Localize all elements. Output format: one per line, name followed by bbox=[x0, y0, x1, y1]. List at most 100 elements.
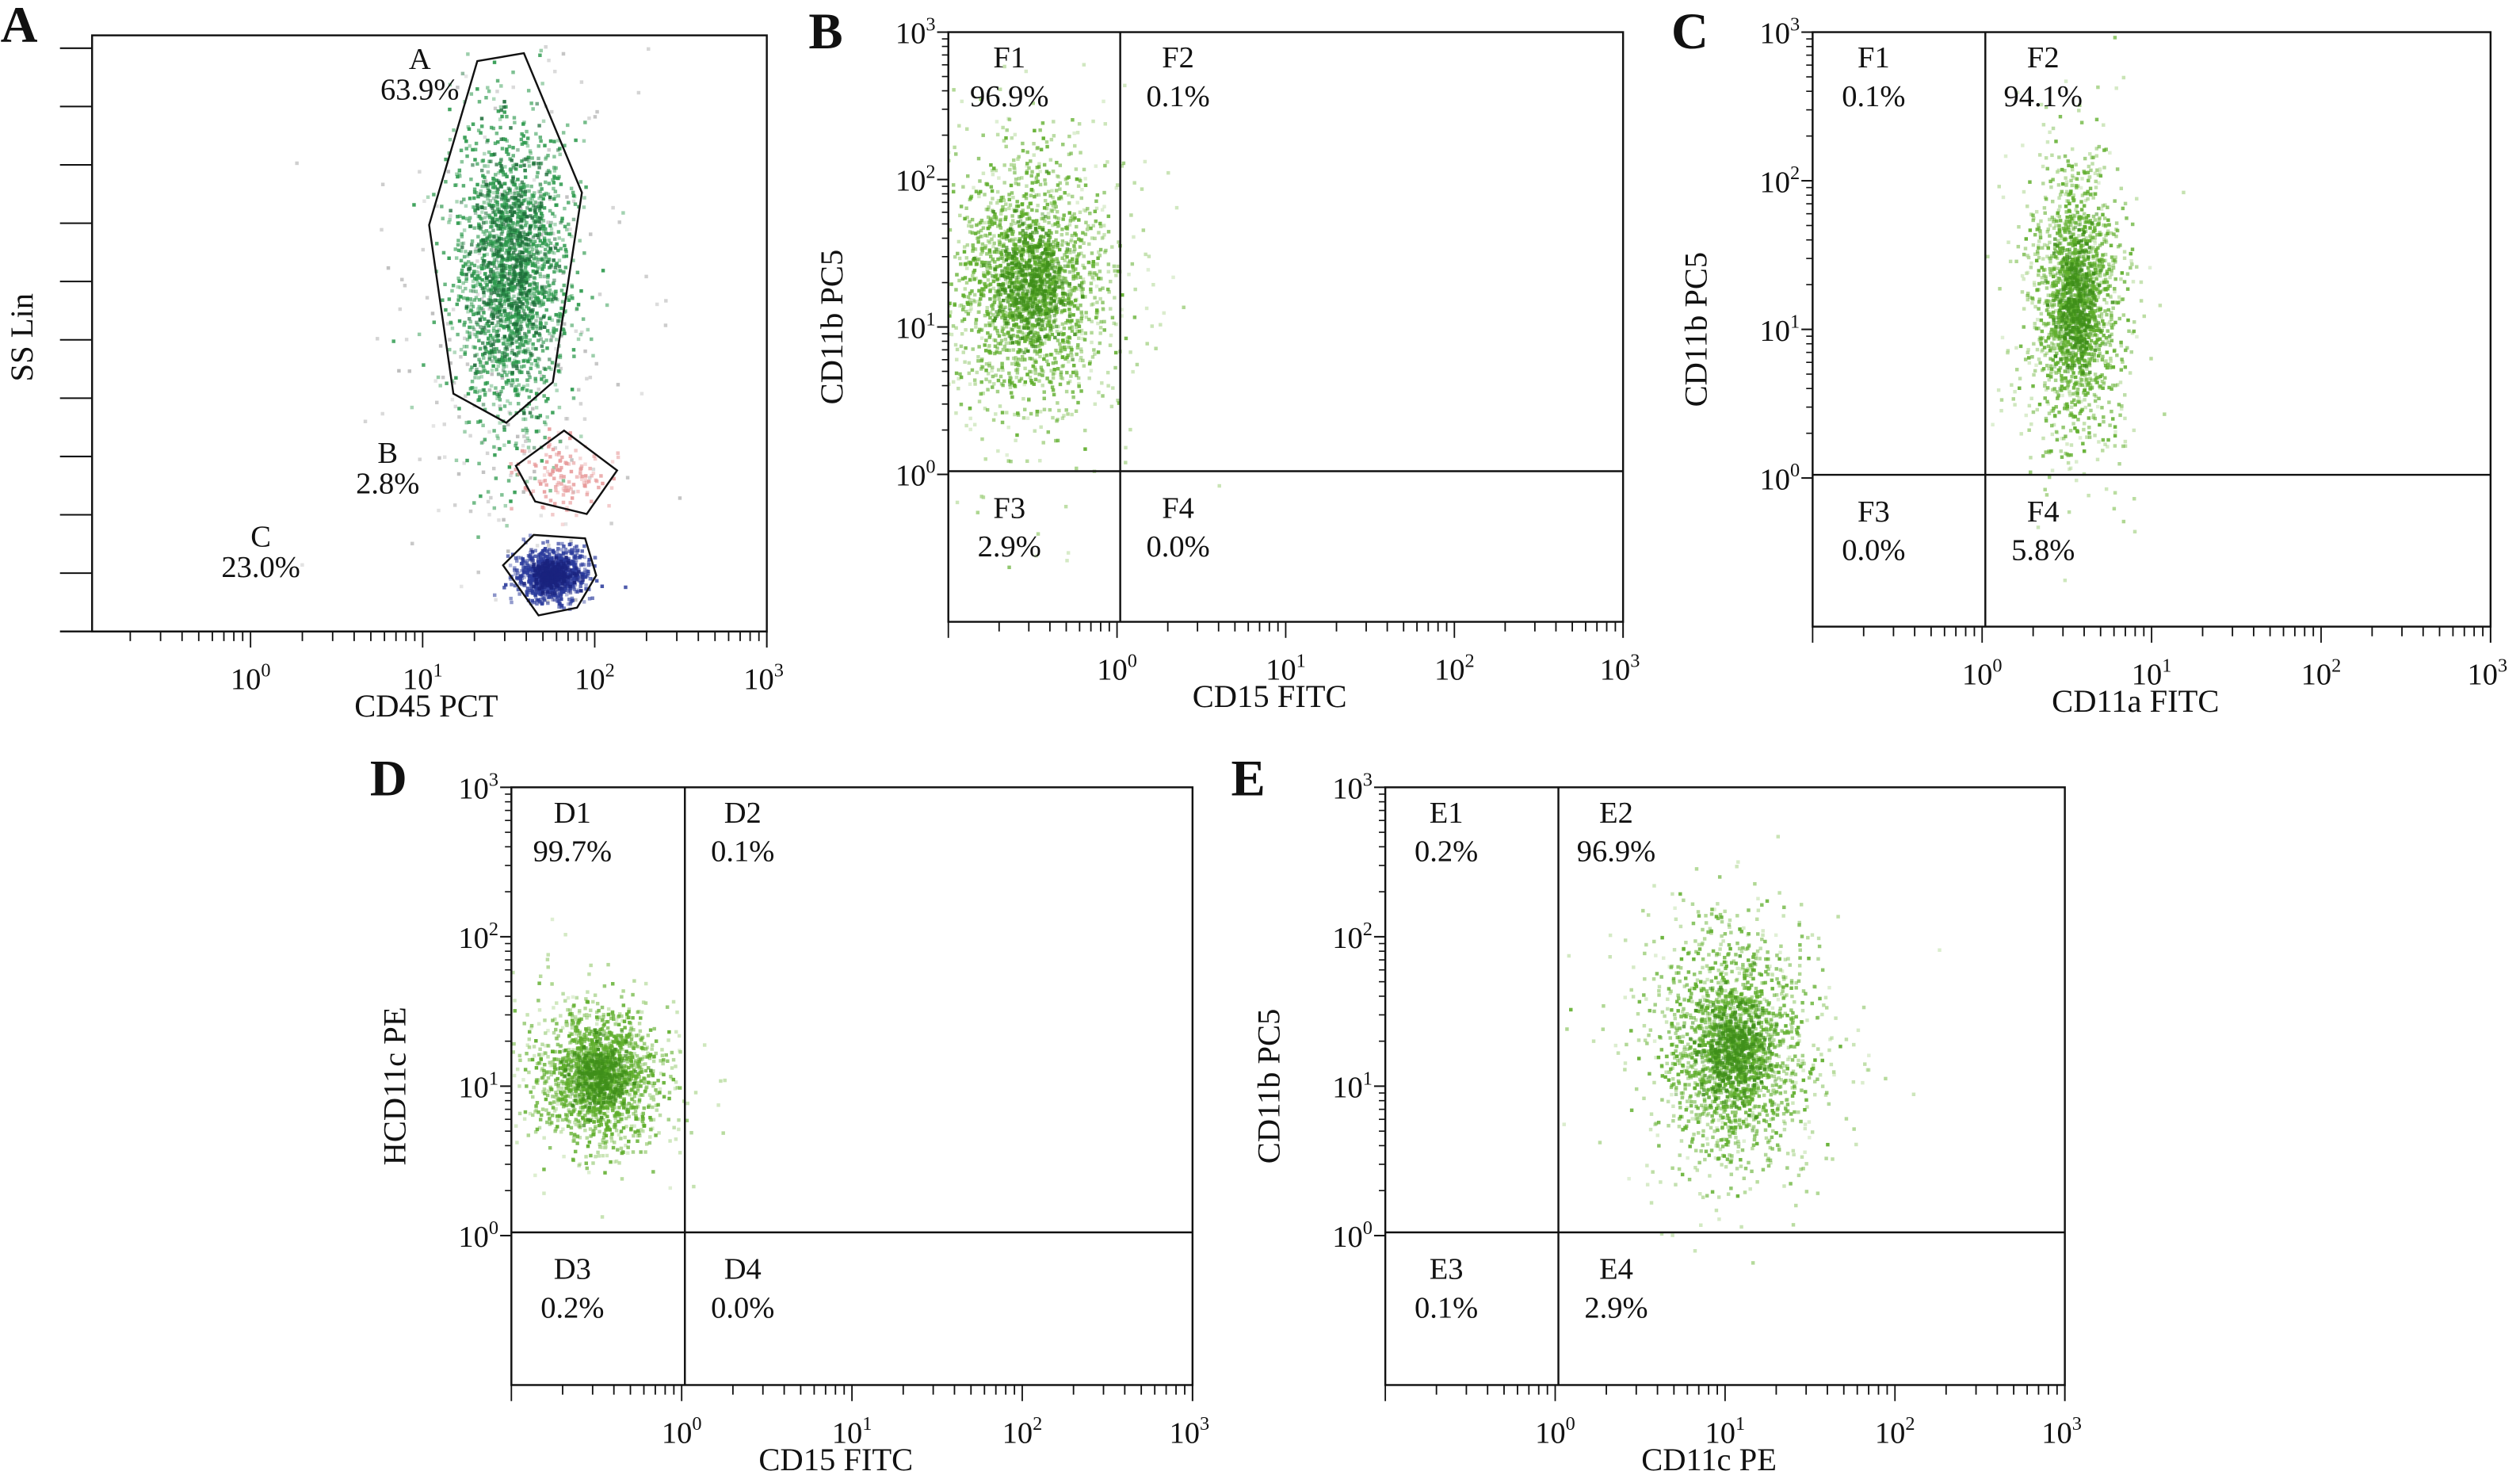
event-point bbox=[994, 412, 998, 416]
event-point bbox=[498, 105, 503, 109]
event-point bbox=[567, 602, 571, 606]
event-point bbox=[549, 556, 554, 560]
event-point bbox=[499, 197, 504, 201]
event-point bbox=[1065, 559, 1069, 563]
event-point bbox=[525, 281, 529, 285]
event-point bbox=[983, 407, 987, 411]
event-point bbox=[993, 351, 997, 356]
event-point bbox=[480, 341, 485, 346]
event-point bbox=[537, 124, 541, 128]
event-point bbox=[1049, 353, 1053, 357]
event-point bbox=[560, 216, 564, 220]
event-point bbox=[494, 194, 499, 199]
event-point bbox=[1011, 356, 1016, 361]
event-point bbox=[1098, 326, 1103, 330]
event-point bbox=[505, 524, 509, 528]
event-point bbox=[1046, 301, 1051, 305]
event-point bbox=[578, 475, 582, 479]
event-point bbox=[535, 327, 539, 331]
event-point bbox=[528, 207, 532, 212]
event-point bbox=[513, 273, 517, 277]
event-point bbox=[480, 353, 485, 357]
event-point bbox=[522, 286, 527, 291]
event-point bbox=[1034, 255, 1038, 259]
event-point bbox=[948, 227, 953, 232]
event-point bbox=[497, 260, 501, 265]
event-point bbox=[517, 279, 521, 283]
event-point bbox=[517, 193, 522, 197]
event-point bbox=[543, 143, 547, 147]
event-point bbox=[498, 323, 503, 327]
event-point bbox=[542, 193, 547, 197]
event-point bbox=[590, 596, 594, 600]
event-point bbox=[1017, 176, 1021, 181]
event-point bbox=[526, 671, 529, 674]
event-point bbox=[503, 172, 508, 177]
event-point bbox=[1052, 120, 1056, 124]
event-point bbox=[559, 289, 564, 292]
event-point bbox=[965, 127, 969, 132]
event-point bbox=[494, 278, 498, 283]
event-point bbox=[1089, 290, 1093, 294]
event-point bbox=[1018, 348, 1021, 352]
event-point bbox=[500, 353, 505, 357]
event-point bbox=[455, 302, 460, 307]
event-point bbox=[590, 577, 594, 581]
event-point bbox=[563, 574, 567, 579]
event-point bbox=[492, 252, 497, 257]
event-point bbox=[490, 369, 494, 373]
event-point bbox=[1033, 350, 1037, 353]
event-point bbox=[1068, 219, 1073, 223]
event-point bbox=[549, 227, 554, 231]
event-point bbox=[552, 290, 556, 294]
event-point bbox=[977, 299, 981, 304]
event-point bbox=[476, 376, 481, 380]
event-point bbox=[447, 312, 451, 316]
event-point bbox=[543, 420, 547, 424]
event-point bbox=[525, 587, 530, 590]
event-point bbox=[529, 353, 533, 357]
event-point bbox=[545, 280, 550, 285]
event-point bbox=[552, 281, 556, 285]
event-point bbox=[483, 391, 487, 395]
event-point bbox=[1094, 199, 1098, 204]
event-point bbox=[552, 330, 556, 334]
event-point bbox=[532, 257, 536, 261]
event-point bbox=[544, 399, 548, 403]
event-point bbox=[979, 495, 983, 499]
event-point bbox=[456, 332, 460, 337]
event-point bbox=[636, 90, 641, 95]
event-point bbox=[553, 591, 557, 596]
event-point bbox=[477, 226, 481, 230]
event-point bbox=[499, 243, 503, 246]
event-point bbox=[534, 363, 538, 367]
event-point bbox=[521, 537, 525, 541]
event-point bbox=[529, 361, 534, 366]
event-point bbox=[1056, 216, 1061, 220]
event-point bbox=[493, 141, 498, 146]
event-point bbox=[1041, 301, 1046, 305]
event-point bbox=[488, 182, 493, 185]
event-point bbox=[556, 480, 561, 485]
x-tick-label: 102 bbox=[575, 659, 615, 696]
event-point bbox=[508, 317, 513, 322]
event-point bbox=[1087, 273, 1092, 277]
event-point bbox=[500, 315, 504, 319]
event-point bbox=[551, 178, 556, 182]
event-point bbox=[495, 190, 499, 195]
event-point bbox=[593, 564, 597, 568]
event-point bbox=[540, 583, 545, 587]
event-point bbox=[542, 473, 547, 477]
event-point bbox=[1094, 285, 1099, 289]
event-point bbox=[1083, 331, 1088, 335]
event-point bbox=[514, 559, 519, 563]
event-point bbox=[498, 361, 503, 365]
event-point bbox=[534, 212, 538, 216]
event-point bbox=[479, 297, 484, 301]
event-point bbox=[510, 350, 514, 355]
event-point bbox=[983, 349, 988, 353]
event-point bbox=[586, 569, 590, 574]
event-point bbox=[523, 258, 527, 262]
event-point bbox=[438, 344, 443, 348]
event-point bbox=[1116, 264, 1121, 269]
